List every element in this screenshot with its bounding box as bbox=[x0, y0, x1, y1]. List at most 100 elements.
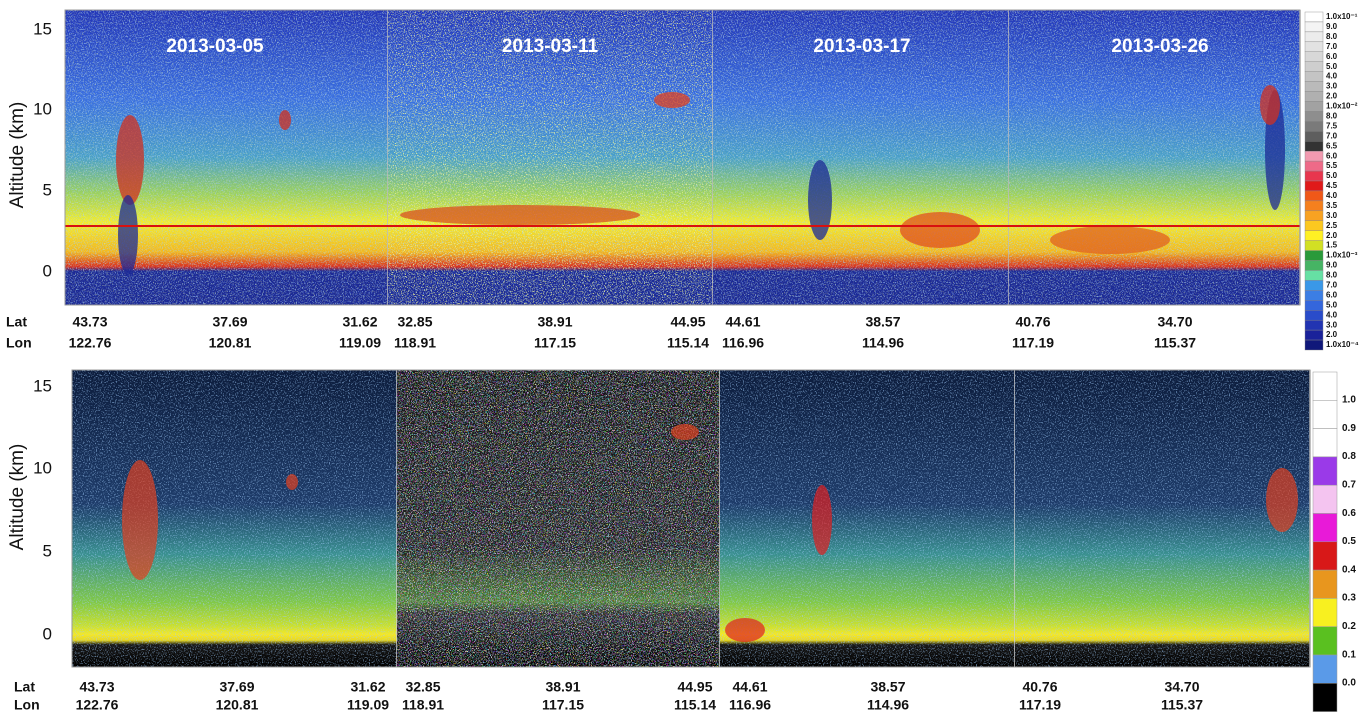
colorbar-swatch bbox=[1305, 62, 1323, 72]
colorbar-swatch bbox=[1305, 340, 1323, 350]
colorbar-label: 0.8 bbox=[1342, 451, 1356, 462]
lat-value: 32.85 bbox=[397, 314, 432, 330]
colorbar-swatch bbox=[1305, 191, 1323, 201]
colorbar-label: 0.1 bbox=[1342, 649, 1356, 660]
colorbar-swatch bbox=[1305, 290, 1323, 300]
colorbar-label: 7.0 bbox=[1326, 280, 1338, 289]
colorbar-swatch bbox=[1305, 310, 1323, 320]
colorbar-swatch bbox=[1313, 514, 1337, 542]
lat-value: 38.57 bbox=[870, 679, 905, 695]
lon-value: 122.76 bbox=[76, 697, 119, 712]
y-tick-label: 15 bbox=[33, 19, 52, 38]
colorbar-swatch bbox=[1305, 330, 1323, 340]
colorbar-label: 0.4 bbox=[1342, 564, 1356, 575]
plume bbox=[812, 485, 832, 555]
colorbar-swatch bbox=[1305, 161, 1323, 171]
colorbar-swatch bbox=[1313, 683, 1337, 711]
lat-value: 44.61 bbox=[732, 679, 767, 695]
colorbar-swatch bbox=[1305, 101, 1323, 111]
lat-value: 44.95 bbox=[670, 314, 705, 330]
colorbar-label: 9.0 bbox=[1326, 22, 1338, 31]
lon-label: Lon bbox=[6, 335, 32, 351]
colorbar-label: 4.0 bbox=[1326, 191, 1338, 200]
plume bbox=[654, 92, 690, 108]
colorbar-label: 5.5 bbox=[1326, 161, 1338, 170]
lon-value: 117.15 bbox=[534, 335, 576, 351]
colorbar-label: 3.0 bbox=[1326, 82, 1338, 91]
colorbar-swatch bbox=[1305, 22, 1323, 32]
plume bbox=[808, 160, 832, 240]
lat-value: 37.69 bbox=[212, 314, 247, 330]
colorbar-label: 2.0 bbox=[1326, 330, 1338, 339]
colorbar-swatch bbox=[1305, 111, 1323, 121]
colorbar-label: 1.0x10⁻⁴ bbox=[1326, 340, 1359, 349]
colorbar-swatch bbox=[1305, 141, 1323, 151]
colorbar-swatch bbox=[1305, 201, 1323, 211]
y-tick-label: 5 bbox=[43, 541, 52, 560]
lat-label: Lat bbox=[6, 314, 27, 330]
lon-value: 115.14 bbox=[667, 335, 709, 351]
colorbar-label: 0.9 bbox=[1342, 423, 1356, 434]
plume bbox=[671, 424, 699, 440]
colorbar-label: 4.5 bbox=[1326, 181, 1338, 190]
lat-value: 38.91 bbox=[545, 679, 580, 695]
colorbar-swatch bbox=[1313, 457, 1337, 485]
colorbar-label: 6.0 bbox=[1326, 151, 1338, 160]
plume bbox=[118, 195, 138, 275]
colorbar-label: 1.5 bbox=[1326, 241, 1338, 250]
lon-value: 115.14 bbox=[674, 697, 716, 712]
y-axis-label: Altitude (km) bbox=[7, 444, 28, 551]
colorbar-label: 3.0 bbox=[1326, 320, 1338, 329]
lat-label: Lat bbox=[14, 679, 35, 695]
colorbar-swatch bbox=[1305, 72, 1323, 82]
lat-value: 44.95 bbox=[677, 679, 712, 695]
colorbar-label: 9.0 bbox=[1326, 261, 1338, 270]
speckle bbox=[72, 370, 397, 667]
lat-value: 34.70 bbox=[1157, 314, 1192, 330]
colorbar-swatch bbox=[1305, 320, 1323, 330]
colorbar-label: 6.0 bbox=[1326, 52, 1338, 61]
plume bbox=[1266, 468, 1298, 532]
lon-value: 118.91 bbox=[394, 335, 436, 351]
colorbar-swatch bbox=[1305, 171, 1323, 181]
colorbar-swatch bbox=[1305, 221, 1323, 231]
lat-value: 34.70 bbox=[1164, 679, 1199, 695]
plume bbox=[1050, 226, 1170, 254]
y-tick-label: 0 bbox=[43, 261, 52, 280]
colorbar-label: 7.5 bbox=[1326, 121, 1338, 130]
date-label: 2013-03-05 bbox=[166, 36, 264, 57]
colorbar-swatch bbox=[1305, 121, 1323, 131]
lon-value: 119.09 bbox=[339, 335, 381, 351]
colorbar-label: 2.0 bbox=[1326, 92, 1338, 101]
lat-value: 38.91 bbox=[537, 314, 572, 330]
plume bbox=[725, 618, 765, 642]
colorbar-label: 4.0 bbox=[1326, 72, 1338, 81]
colorbar-swatch bbox=[1305, 280, 1323, 290]
y-axis-label: Altitude (km) bbox=[7, 102, 28, 209]
plume bbox=[286, 474, 298, 490]
lat-value: 40.76 bbox=[1015, 314, 1050, 330]
colorbar-swatch bbox=[1305, 82, 1323, 92]
lat-value: 31.62 bbox=[350, 679, 385, 695]
colorbar-label: 8.0 bbox=[1326, 111, 1338, 120]
lat-value: 31.62 bbox=[342, 314, 377, 330]
y-tick-label: 10 bbox=[33, 458, 52, 477]
lon-value: 120.81 bbox=[216, 697, 259, 712]
colorbar-swatch bbox=[1305, 131, 1323, 141]
lon-value: 122.76 bbox=[69, 335, 112, 351]
colorbar-swatch bbox=[1305, 241, 1323, 251]
y-tick-label: 5 bbox=[43, 180, 52, 199]
colorbar-label: 0.2 bbox=[1342, 621, 1356, 632]
lon-value: 119.09 bbox=[347, 697, 389, 712]
y-tick-label: 10 bbox=[33, 99, 52, 118]
colorbar-swatch bbox=[1305, 231, 1323, 241]
colorbar-swatch bbox=[1305, 270, 1323, 280]
colorbar-swatch bbox=[1305, 42, 1323, 52]
lon-value: 114.96 bbox=[867, 697, 909, 712]
colorbar-swatch bbox=[1313, 570, 1337, 598]
colorbar-label: 7.0 bbox=[1326, 42, 1338, 51]
colorbar-label: 1.0x10⁻¹ bbox=[1326, 12, 1358, 21]
lon-value: 115.37 bbox=[1161, 697, 1203, 712]
colorbar-label: 1.0x10⁻² bbox=[1326, 102, 1358, 111]
lon-value: 117.19 bbox=[1019, 697, 1061, 712]
